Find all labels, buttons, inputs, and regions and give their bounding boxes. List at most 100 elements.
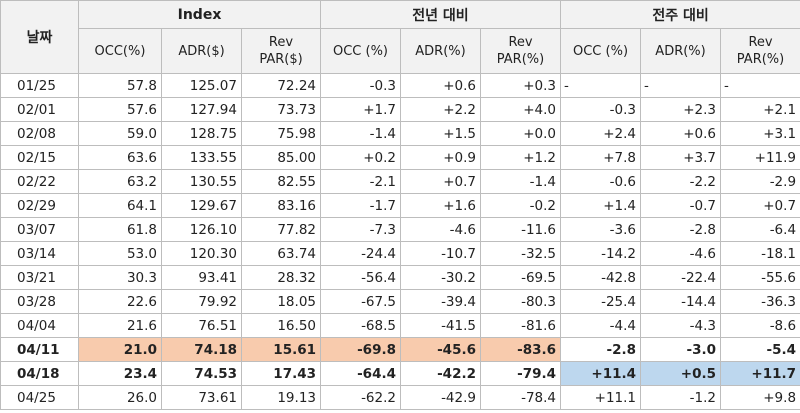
value-cell: 64.1 <box>78 193 162 218</box>
value-cell: +2.1 <box>720 97 800 122</box>
table-row: 02/08 59.0 128.75 75.98 -1.4 +1.5 +0.0 +2.4 +0.6… <box>0 121 800 146</box>
value-cell: +3.1 <box>720 121 800 146</box>
value-cell: 126.10 <box>161 217 242 242</box>
value-cell: +0.5 <box>640 361 722 386</box>
value-cell: -0.6 <box>560 169 642 194</box>
value-cell: +2.2 <box>400 97 481 122</box>
col-header-revpar: Rev PAR($) <box>241 28 321 74</box>
value-cell: +1.4 <box>560 193 642 218</box>
value-cell: 127.94 <box>161 97 242 122</box>
value-cell: 129.67 <box>161 193 242 218</box>
value-cell: -69.8 <box>320 337 401 362</box>
value-cell: 21.0 <box>78 337 162 362</box>
value-cell: +0.9 <box>400 145 481 170</box>
value-cell: 79.92 <box>161 289 242 314</box>
value-cell: -0.3 <box>320 73 401 98</box>
value-cell: - <box>640 73 722 98</box>
value-cell: 19.13 <box>241 385 321 410</box>
value-cell: -4.4 <box>560 313 642 338</box>
value-cell: -68.5 <box>320 313 401 338</box>
table-row: 03/14 53.0 120.30 63.74 -24.4 -10.7 -32.5 -14.2… <box>0 241 800 266</box>
value-cell: -55.6 <box>720 265 800 290</box>
value-cell: -14.2 <box>560 241 642 266</box>
value-cell: +11.7 <box>720 361 800 386</box>
value-cell: -0.2 <box>479 193 562 218</box>
value-cell: -8.6 <box>720 313 800 338</box>
date-cell: 04/18 <box>0 361 79 386</box>
value-cell: -42.8 <box>560 265 642 290</box>
value-cell: +9.8 <box>720 385 800 410</box>
value-cell: 15.61 <box>241 337 321 362</box>
value-cell: 128.75 <box>161 121 242 146</box>
date-cell: 04/04 <box>0 313 79 338</box>
value-cell: +7.8 <box>560 145 642 170</box>
value-cell: -39.4 <box>400 289 481 314</box>
value-cell: 133.55 <box>161 145 242 170</box>
value-cell: 83.16 <box>241 193 321 218</box>
value-cell: 63.6 <box>78 145 162 170</box>
date-cell: 02/15 <box>0 145 79 170</box>
col-header-occ: OCC(%) <box>78 28 162 74</box>
value-cell: -5.4 <box>720 337 800 362</box>
value-cell: -18.1 <box>720 241 800 266</box>
value-cell: -62.2 <box>320 385 401 410</box>
date-cell: 04/11 <box>0 337 79 362</box>
value-cell: +1.5 <box>400 121 481 146</box>
value-cell: -1.4 <box>479 169 562 194</box>
value-cell: -81.6 <box>479 313 562 338</box>
table-row: 03/07 61.8 126.10 77.82 -7.3 -4.6 -11.6 -3.6 -2.… <box>0 217 800 242</box>
date-cell: 02/01 <box>0 97 79 122</box>
value-cell: 18.05 <box>241 289 321 314</box>
value-cell: -67.5 <box>320 289 401 314</box>
value-cell: +1.6 <box>400 193 481 218</box>
value-cell: +3.7 <box>640 145 722 170</box>
value-cell: +2.4 <box>560 121 642 146</box>
table-row: 02/01 57.6 127.94 73.73 +1.7 +2.2 +4.0 -0.3 +2.3… <box>0 97 800 122</box>
value-cell: -42.2 <box>400 361 481 386</box>
table-row: 02/29 64.1 129.67 83.16 -1.7 +1.6 -0.2 +1.4 -0.7… <box>0 193 800 218</box>
value-cell: 28.32 <box>241 265 321 290</box>
value-cell: 17.43 <box>241 361 321 386</box>
value-cell: -2.8 <box>640 217 722 242</box>
value-cell: 30.3 <box>78 265 162 290</box>
value-cell: +0.2 <box>320 145 401 170</box>
table-row: 02/15 63.6 133.55 85.00 +0.2 +0.9 +1.2 +7.8 +3.7… <box>0 145 800 170</box>
value-cell: -25.4 <box>560 289 642 314</box>
value-cell: +2.3 <box>640 97 722 122</box>
table-row: 02/22 63.2 130.55 82.55 -2.1 +0.7 -1.4 -0.6 -2.2… <box>0 169 800 194</box>
value-cell: 76.51 <box>161 313 242 338</box>
value-cell: -4.3 <box>640 313 722 338</box>
value-cell: -79.4 <box>479 361 562 386</box>
value-cell: -0.3 <box>560 97 642 122</box>
date-header: 날짜 <box>0 0 79 74</box>
value-cell: 53.0 <box>78 241 162 266</box>
value-cell: -22.4 <box>640 265 722 290</box>
value-cell: +0.0 <box>479 121 562 146</box>
value-cell: -0.7 <box>640 193 722 218</box>
value-cell: +0.6 <box>640 121 722 146</box>
value-cell: 73.61 <box>161 385 242 410</box>
group-header-index: Index <box>78 0 321 29</box>
col-header-adr: ADR($) <box>161 28 242 74</box>
value-cell: -32.5 <box>479 241 562 266</box>
value-cell: +11.1 <box>560 385 642 410</box>
value-cell: 63.2 <box>78 169 162 194</box>
value-cell: 74.53 <box>161 361 242 386</box>
value-cell: -11.6 <box>479 217 562 242</box>
value-cell: +11.9 <box>720 145 800 170</box>
value-cell: -2.9 <box>720 169 800 194</box>
value-cell: 61.8 <box>78 217 162 242</box>
value-cell: -30.2 <box>400 265 481 290</box>
date-cell: 03/28 <box>0 289 79 314</box>
value-cell: +4.0 <box>479 97 562 122</box>
value-cell: -36.3 <box>720 289 800 314</box>
value-cell: -83.6 <box>479 337 562 362</box>
table-row: 04/18 23.4 74.53 17.43 -64.4 -42.2 -79.4 +11.4 +… <box>0 361 800 386</box>
value-cell: -78.4 <box>479 385 562 410</box>
value-cell: -24.4 <box>320 241 401 266</box>
value-cell: +0.3 <box>479 73 562 98</box>
value-cell: -7.3 <box>320 217 401 242</box>
value-cell: -3.6 <box>560 217 642 242</box>
value-cell: -41.5 <box>400 313 481 338</box>
value-cell: 57.6 <box>78 97 162 122</box>
